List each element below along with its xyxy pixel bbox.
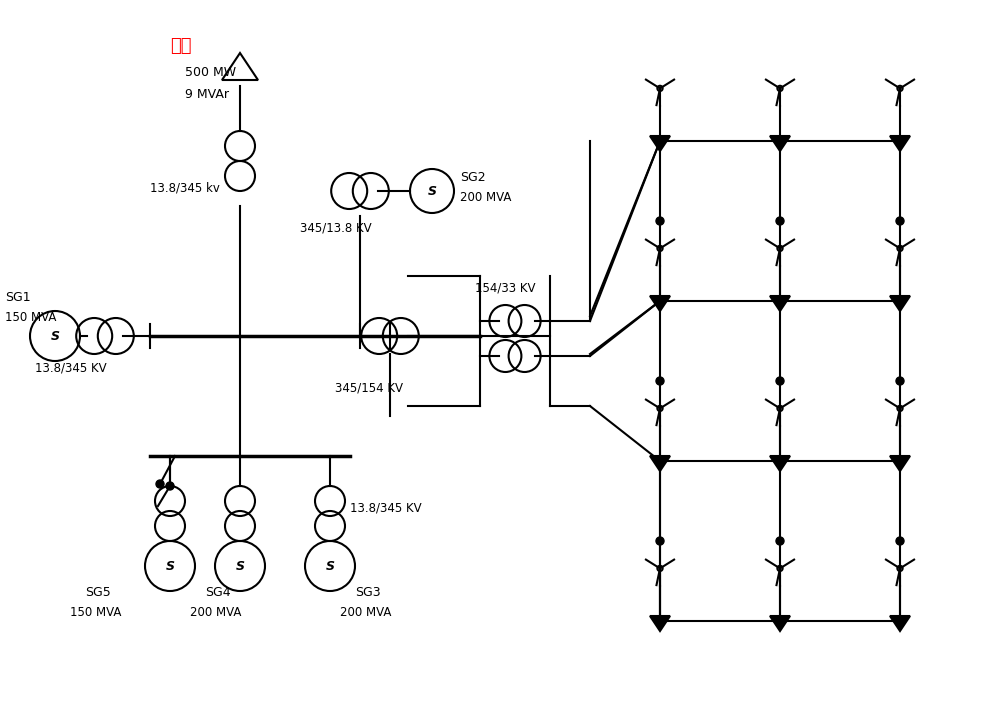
Circle shape (166, 482, 174, 490)
Text: 200 MVA: 200 MVA (460, 191, 511, 204)
Circle shape (656, 217, 664, 225)
Text: SG5: SG5 (85, 586, 111, 599)
Polygon shape (770, 136, 790, 151)
Circle shape (897, 246, 903, 251)
Circle shape (777, 246, 783, 251)
Circle shape (897, 406, 903, 411)
Circle shape (896, 457, 904, 465)
Text: 200 MVA: 200 MVA (190, 606, 241, 619)
Circle shape (657, 406, 663, 411)
Polygon shape (890, 136, 910, 151)
Circle shape (896, 217, 904, 225)
Circle shape (776, 457, 784, 465)
Circle shape (776, 377, 784, 385)
Circle shape (896, 297, 904, 305)
Polygon shape (770, 616, 790, 631)
Text: S: S (428, 185, 437, 198)
Polygon shape (650, 296, 670, 311)
Text: S: S (166, 559, 175, 573)
Circle shape (656, 457, 664, 465)
Circle shape (897, 86, 903, 91)
Circle shape (656, 297, 664, 305)
Text: 13.8/345 kv: 13.8/345 kv (150, 181, 220, 194)
Text: 154/33 KV: 154/33 KV (475, 281, 536, 294)
Circle shape (656, 377, 664, 385)
Text: 150 MVA: 150 MVA (5, 311, 56, 324)
Circle shape (657, 566, 663, 571)
Circle shape (896, 537, 904, 545)
Text: SG3: SG3 (355, 586, 381, 599)
Text: 200 MVA: 200 MVA (340, 606, 391, 619)
Circle shape (776, 617, 784, 625)
Text: S: S (236, 559, 245, 573)
Text: S: S (51, 329, 60, 342)
Circle shape (656, 537, 664, 545)
Text: SG4: SG4 (205, 586, 231, 599)
Circle shape (776, 297, 784, 305)
Text: 345/13.8 KV: 345/13.8 KV (300, 221, 372, 234)
Text: SG2: SG2 (460, 171, 486, 184)
Circle shape (156, 480, 164, 488)
Text: 345/154 KV: 345/154 KV (335, 381, 403, 394)
Circle shape (896, 137, 904, 145)
Circle shape (777, 406, 783, 411)
Polygon shape (770, 456, 790, 471)
Polygon shape (650, 456, 670, 471)
Text: 13.8/345 KV: 13.8/345 KV (350, 501, 422, 514)
Polygon shape (770, 296, 790, 311)
Circle shape (776, 537, 784, 545)
Polygon shape (650, 136, 670, 151)
Polygon shape (890, 616, 910, 631)
Circle shape (656, 137, 664, 145)
Polygon shape (890, 456, 910, 471)
Polygon shape (650, 616, 670, 631)
Circle shape (776, 137, 784, 145)
Circle shape (656, 617, 664, 625)
Text: 负荷: 负荷 (170, 37, 192, 55)
Text: SG1: SG1 (5, 291, 31, 304)
Text: 13.8/345 KV: 13.8/345 KV (35, 361, 107, 374)
Text: 500 MW: 500 MW (185, 66, 236, 79)
Circle shape (776, 217, 784, 225)
Circle shape (657, 86, 663, 91)
Circle shape (777, 566, 783, 571)
Text: S: S (326, 559, 335, 573)
Circle shape (897, 566, 903, 571)
Circle shape (896, 617, 904, 625)
Circle shape (896, 377, 904, 385)
Polygon shape (890, 296, 910, 311)
Circle shape (777, 86, 783, 91)
Text: 9 MVAr: 9 MVAr (185, 88, 229, 101)
Circle shape (657, 246, 663, 251)
Text: 150 MVA: 150 MVA (70, 606, 121, 619)
